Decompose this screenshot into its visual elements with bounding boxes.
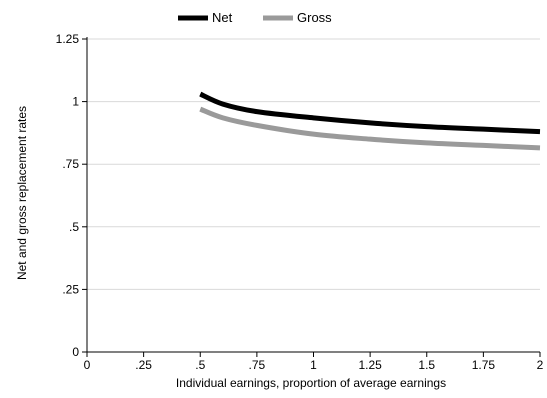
x-tick-label-1: .25: [135, 358, 152, 372]
y-tick-label-3: .75: [62, 157, 79, 171]
y-tick-label-1: .25: [62, 282, 79, 296]
y-tick-label-4: 1: [72, 95, 79, 109]
x-tick-label-3: .75: [249, 358, 266, 372]
x-tick-label-6: 1.5: [418, 358, 435, 372]
x-tick-label-0: 0: [84, 358, 91, 372]
series-line-net: [199, 91, 541, 135]
y-tick-label-0: 0: [72, 345, 79, 359]
series-line-gross: [199, 106, 541, 151]
x-tick-label-2: .5: [195, 358, 205, 372]
y-tick-label-5: 1.25: [56, 32, 80, 46]
x-tick-label-5: 1.25: [358, 358, 382, 372]
series-layer: [199, 91, 541, 151]
x-tick-label-7: 1.75: [472, 358, 496, 372]
axes: 0 .25 .5 .75 1 1.25 0 .25 .5 .75 1 1.25 1.5 1.75 2: [56, 32, 544, 372]
legend-label-net: Net: [212, 10, 233, 25]
x-tick-label-8: 2: [537, 358, 544, 372]
x-tick-label-4: 1: [310, 358, 317, 372]
y-axis-title: Net and gross replacement rates: [15, 106, 29, 280]
gridlines: [87, 38, 540, 290]
legend-label-gross: Gross: [297, 10, 332, 25]
legend: Net Gross: [178, 10, 332, 25]
x-axis-title: Individual earnings, proportion of avera…: [176, 376, 446, 390]
y-tick-label-2: .5: [69, 220, 79, 234]
